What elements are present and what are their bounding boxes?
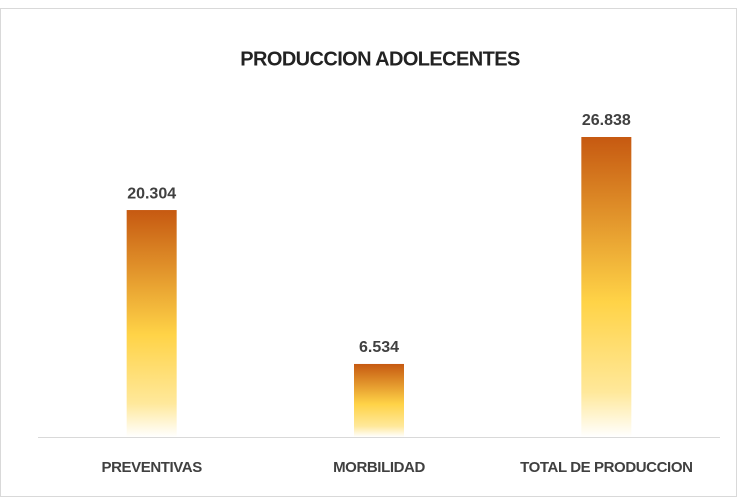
- bar: [126, 210, 177, 437]
- bar: [354, 363, 404, 437]
- data-label: 20.304: [127, 185, 176, 202]
- data-label: 26.838: [582, 112, 631, 129]
- x-tick-label: TOTAL DE PRODUCCION: [520, 459, 692, 476]
- x-tick-label: PREVENTIVAS: [101, 459, 202, 476]
- chart-title: PRODUCCION ADOLECENTES: [240, 48, 520, 70]
- x-tick-label: MORBILIDAD: [333, 459, 425, 476]
- bar: [581, 137, 632, 437]
- data-label: 6.534: [359, 339, 399, 356]
